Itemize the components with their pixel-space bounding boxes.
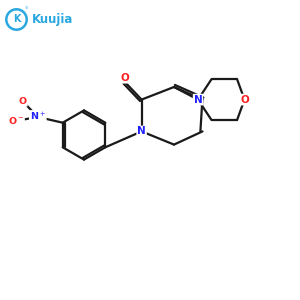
- Text: N$^+$: N$^+$: [30, 111, 46, 123]
- Text: N: N: [194, 94, 202, 105]
- Text: O: O: [121, 73, 130, 83]
- Text: O$^-$: O$^-$: [8, 115, 24, 126]
- Text: O: O: [19, 97, 27, 106]
- Text: °: °: [24, 7, 28, 13]
- Text: Kuujia: Kuujia: [32, 13, 74, 26]
- Text: N: N: [137, 126, 146, 136]
- Text: O: O: [240, 94, 249, 105]
- Text: K: K: [13, 14, 20, 25]
